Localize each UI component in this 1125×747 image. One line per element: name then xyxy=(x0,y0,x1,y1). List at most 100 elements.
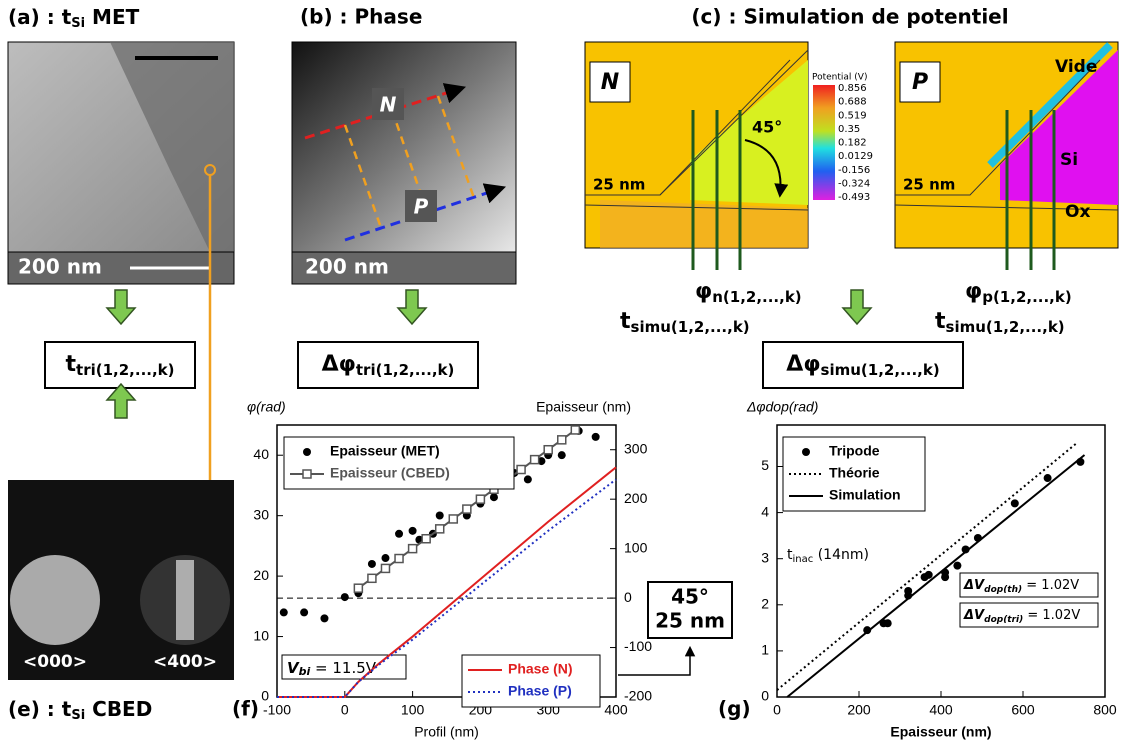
formula: tsimu(1,2,...,k) xyxy=(620,309,750,336)
colorbar-label: 0.856 xyxy=(838,83,867,94)
point xyxy=(953,561,962,570)
legend-label: Simulation xyxy=(829,487,901,503)
x-tick-label: 200 xyxy=(847,702,871,718)
spot-label: <400> xyxy=(153,652,217,672)
oxide-region xyxy=(600,200,808,248)
region-label: N xyxy=(380,93,397,117)
series-line xyxy=(277,478,617,698)
colorbar-label: -0.493 xyxy=(838,192,870,203)
label-bg xyxy=(405,190,437,222)
y-axis-label: φ(rad) xyxy=(247,399,286,415)
x-tick-label: 400 xyxy=(929,702,953,718)
formula: Δφsimu(1,2,...,k) xyxy=(786,352,939,379)
callout-arrow xyxy=(618,645,696,676)
x-tick-label: 800 xyxy=(1093,702,1117,718)
point xyxy=(475,494,486,504)
y-tick-label: 4 xyxy=(761,503,769,519)
callout: 25 nm xyxy=(655,609,725,633)
y-tick-label: 20 xyxy=(253,567,269,583)
point xyxy=(557,451,566,460)
point xyxy=(408,526,417,535)
callout: 45° xyxy=(671,585,709,609)
x-tick-label: 600 xyxy=(1011,702,1035,718)
flow-arrow xyxy=(397,289,427,325)
formula: ttri(1,2,...,k) xyxy=(66,352,175,379)
legend-label: Phase (N) xyxy=(508,661,573,677)
point xyxy=(516,464,526,475)
callout-box xyxy=(647,581,733,639)
point xyxy=(381,554,390,563)
x-tick-label: 400 xyxy=(604,702,628,718)
point xyxy=(1010,499,1019,508)
point xyxy=(394,553,404,564)
point xyxy=(367,573,377,584)
y-tick-label: 1 xyxy=(761,642,769,658)
legend-marker xyxy=(802,448,810,456)
scale-bar-band xyxy=(291,251,517,285)
label-bg xyxy=(372,88,404,120)
region-label: N xyxy=(601,70,619,95)
point xyxy=(537,457,546,466)
substrate xyxy=(110,42,234,252)
colorbar-title: Potential (V) xyxy=(812,73,867,83)
point xyxy=(300,608,309,617)
point xyxy=(380,563,391,574)
point xyxy=(367,559,376,568)
x-tick-label: 0 xyxy=(341,702,349,718)
panel-label: (f) xyxy=(232,697,259,721)
depletion xyxy=(987,42,1113,168)
legend-label: Epaisseur (MET) xyxy=(330,443,440,459)
phase-image xyxy=(291,41,517,253)
point xyxy=(863,626,872,635)
cbed-band xyxy=(176,560,194,640)
formula: φn(1,2,...,k) xyxy=(695,279,802,306)
formula-box xyxy=(762,341,964,389)
legend-box xyxy=(461,654,601,708)
point xyxy=(434,524,445,534)
flow-arrow xyxy=(106,289,136,325)
formula: φp(1,2,...,k) xyxy=(965,279,1072,306)
scale-label: 200 nm xyxy=(305,255,389,279)
cbed-disk xyxy=(10,555,100,645)
region-label: Ox xyxy=(1065,202,1090,222)
point xyxy=(407,543,418,554)
x-axis-label: Profil (nm) xyxy=(414,724,479,740)
flow-arrow xyxy=(106,383,136,419)
scale-label: 200 nm xyxy=(18,255,102,279)
point xyxy=(523,475,532,484)
point xyxy=(557,435,567,445)
point xyxy=(320,614,329,623)
y2-tick-label: -100 xyxy=(624,638,652,654)
region-label: Si xyxy=(1060,150,1078,170)
y-tick-label: 2 xyxy=(761,595,769,611)
label-bg xyxy=(899,61,941,103)
annotation-box xyxy=(959,572,1099,598)
y2-tick-label: 200 xyxy=(624,490,648,506)
point xyxy=(924,570,933,579)
panel-label: (g) xyxy=(718,697,751,721)
legend-marker xyxy=(303,448,311,456)
point xyxy=(570,425,581,435)
annotation: ΔVdop(tri) = 1.02V xyxy=(963,608,1080,625)
angle-label: 45° xyxy=(752,118,782,137)
legend-box xyxy=(283,436,515,490)
y2-tick-label: 0 xyxy=(624,589,632,605)
x-tick-label: 100 xyxy=(401,702,425,718)
point xyxy=(448,514,459,524)
colorbar-label: -0.156 xyxy=(838,165,870,176)
label-bg xyxy=(589,61,631,103)
cut-lines xyxy=(1005,110,1056,270)
y2-tick-label: 300 xyxy=(624,440,648,456)
y-tick-label: 30 xyxy=(253,506,269,522)
colorbar-label: 0.35 xyxy=(838,124,860,135)
point xyxy=(961,545,970,554)
y-tick-label: 0 xyxy=(261,688,269,704)
point xyxy=(883,619,892,628)
point xyxy=(340,593,349,602)
formula-box xyxy=(44,341,196,389)
x-axis-label: Epaisseur (nm) xyxy=(890,724,991,740)
geometry xyxy=(584,49,809,211)
formula: tsimu(1,2,...,k) xyxy=(935,309,1065,336)
angle-arc xyxy=(744,139,789,198)
